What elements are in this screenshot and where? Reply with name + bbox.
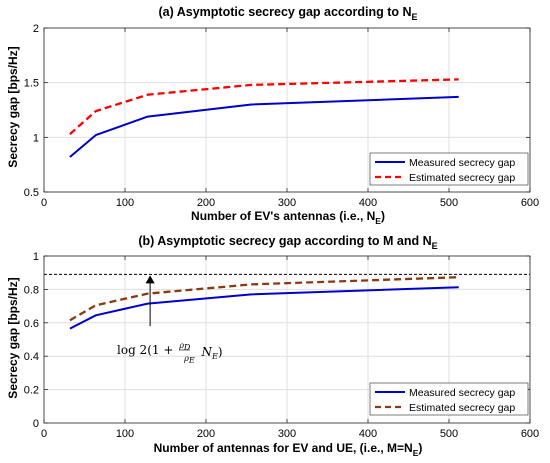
chart-a-legend: Measured secrecy gap Estimated secrecy g… xyxy=(369,152,529,186)
legend-label-measured-a: Measured secrecy gap xyxy=(409,157,515,169)
chart-b-legend: Measured secrecy gap Estimated secrecy g… xyxy=(369,382,529,416)
chart-a-series xyxy=(69,78,459,158)
y-tick-label: 0.8 xyxy=(24,284,39,296)
chart-a-title: (a) Asymptotic secrecy gap according to … xyxy=(158,5,417,22)
legend-label-estimated-a: Estimated secrecy gap xyxy=(409,172,515,184)
y-tick-label: 1 xyxy=(33,251,39,263)
chart-b-title: (b) Asymptotic secrecy gap according to … xyxy=(138,234,437,251)
x-tick-label: 500 xyxy=(440,197,458,209)
y-tick-label: 0.6 xyxy=(24,318,39,330)
legend-label-estimated-b: Estimated secrecy gap xyxy=(409,402,515,414)
x-tick-label: 300 xyxy=(278,197,296,209)
x-tick-label: 500 xyxy=(440,428,458,440)
y-tick-label: 0.4 xyxy=(24,351,39,363)
chart-a-xlabel: Number of EV's antennas (i.e., NE) xyxy=(191,209,385,226)
measured-series-line-a xyxy=(69,95,459,158)
y-tick-label: 0.2 xyxy=(24,385,39,397)
estimated-series-line-b xyxy=(69,276,459,322)
x-tick-label: 0 xyxy=(41,428,47,440)
chart-a: 0 100 200 300 400 500 600 0.5 1 1.5 2 (a) Asymptot… xyxy=(6,5,539,226)
chart-b-xlabel: Number of antennas for EV and UE, (i.e.,… xyxy=(154,441,423,458)
measured-series-line-b xyxy=(69,286,459,330)
estimated-series-line-a xyxy=(69,78,459,135)
x-tick-label: 300 xyxy=(278,428,296,440)
y-tick-label: 0.5 xyxy=(24,187,39,199)
y-tick-label: 1.5 xyxy=(24,78,39,90)
chart-b-series xyxy=(69,276,459,330)
chart-a-ylabel: Secrecy gap [bps/Hz] xyxy=(6,46,20,167)
y-tick-label: 1 xyxy=(33,132,39,144)
x-tick-label: 600 xyxy=(521,428,539,440)
legend-label-measured-b: Measured secrecy gap xyxy=(409,387,515,399)
x-tick-label: 600 xyxy=(521,197,539,209)
x-tick-label: 100 xyxy=(116,197,134,209)
chart-a-ticks: 0 100 200 300 400 500 600 0.5 1 1.5 2 xyxy=(24,23,539,209)
y-tick-label: 2 xyxy=(33,23,39,35)
x-tick-label: 200 xyxy=(197,197,215,209)
chart-b: 0 100 200 300 400 500 600 0 0.2 0.4 0.6 0.8 1 log 2(… xyxy=(6,234,539,458)
x-tick-label: 100 xyxy=(116,428,134,440)
chart-b-ticks: 0 100 200 300 400 500 600 0 0.2 0.4 0.6 0.8 1 xyxy=(24,251,539,440)
x-tick-label: 200 xyxy=(197,428,215,440)
y-tick-label: 0 xyxy=(33,418,39,430)
x-tick-label: 400 xyxy=(359,197,377,209)
chart-b-ylabel: Secrecy gap [bps/Hz] xyxy=(6,277,20,398)
chart-b-annotation: log 2(1 + ρD ρE NE) xyxy=(117,339,223,366)
x-tick-label: 400 xyxy=(359,428,377,440)
x-tick-label: 0 xyxy=(41,197,47,209)
